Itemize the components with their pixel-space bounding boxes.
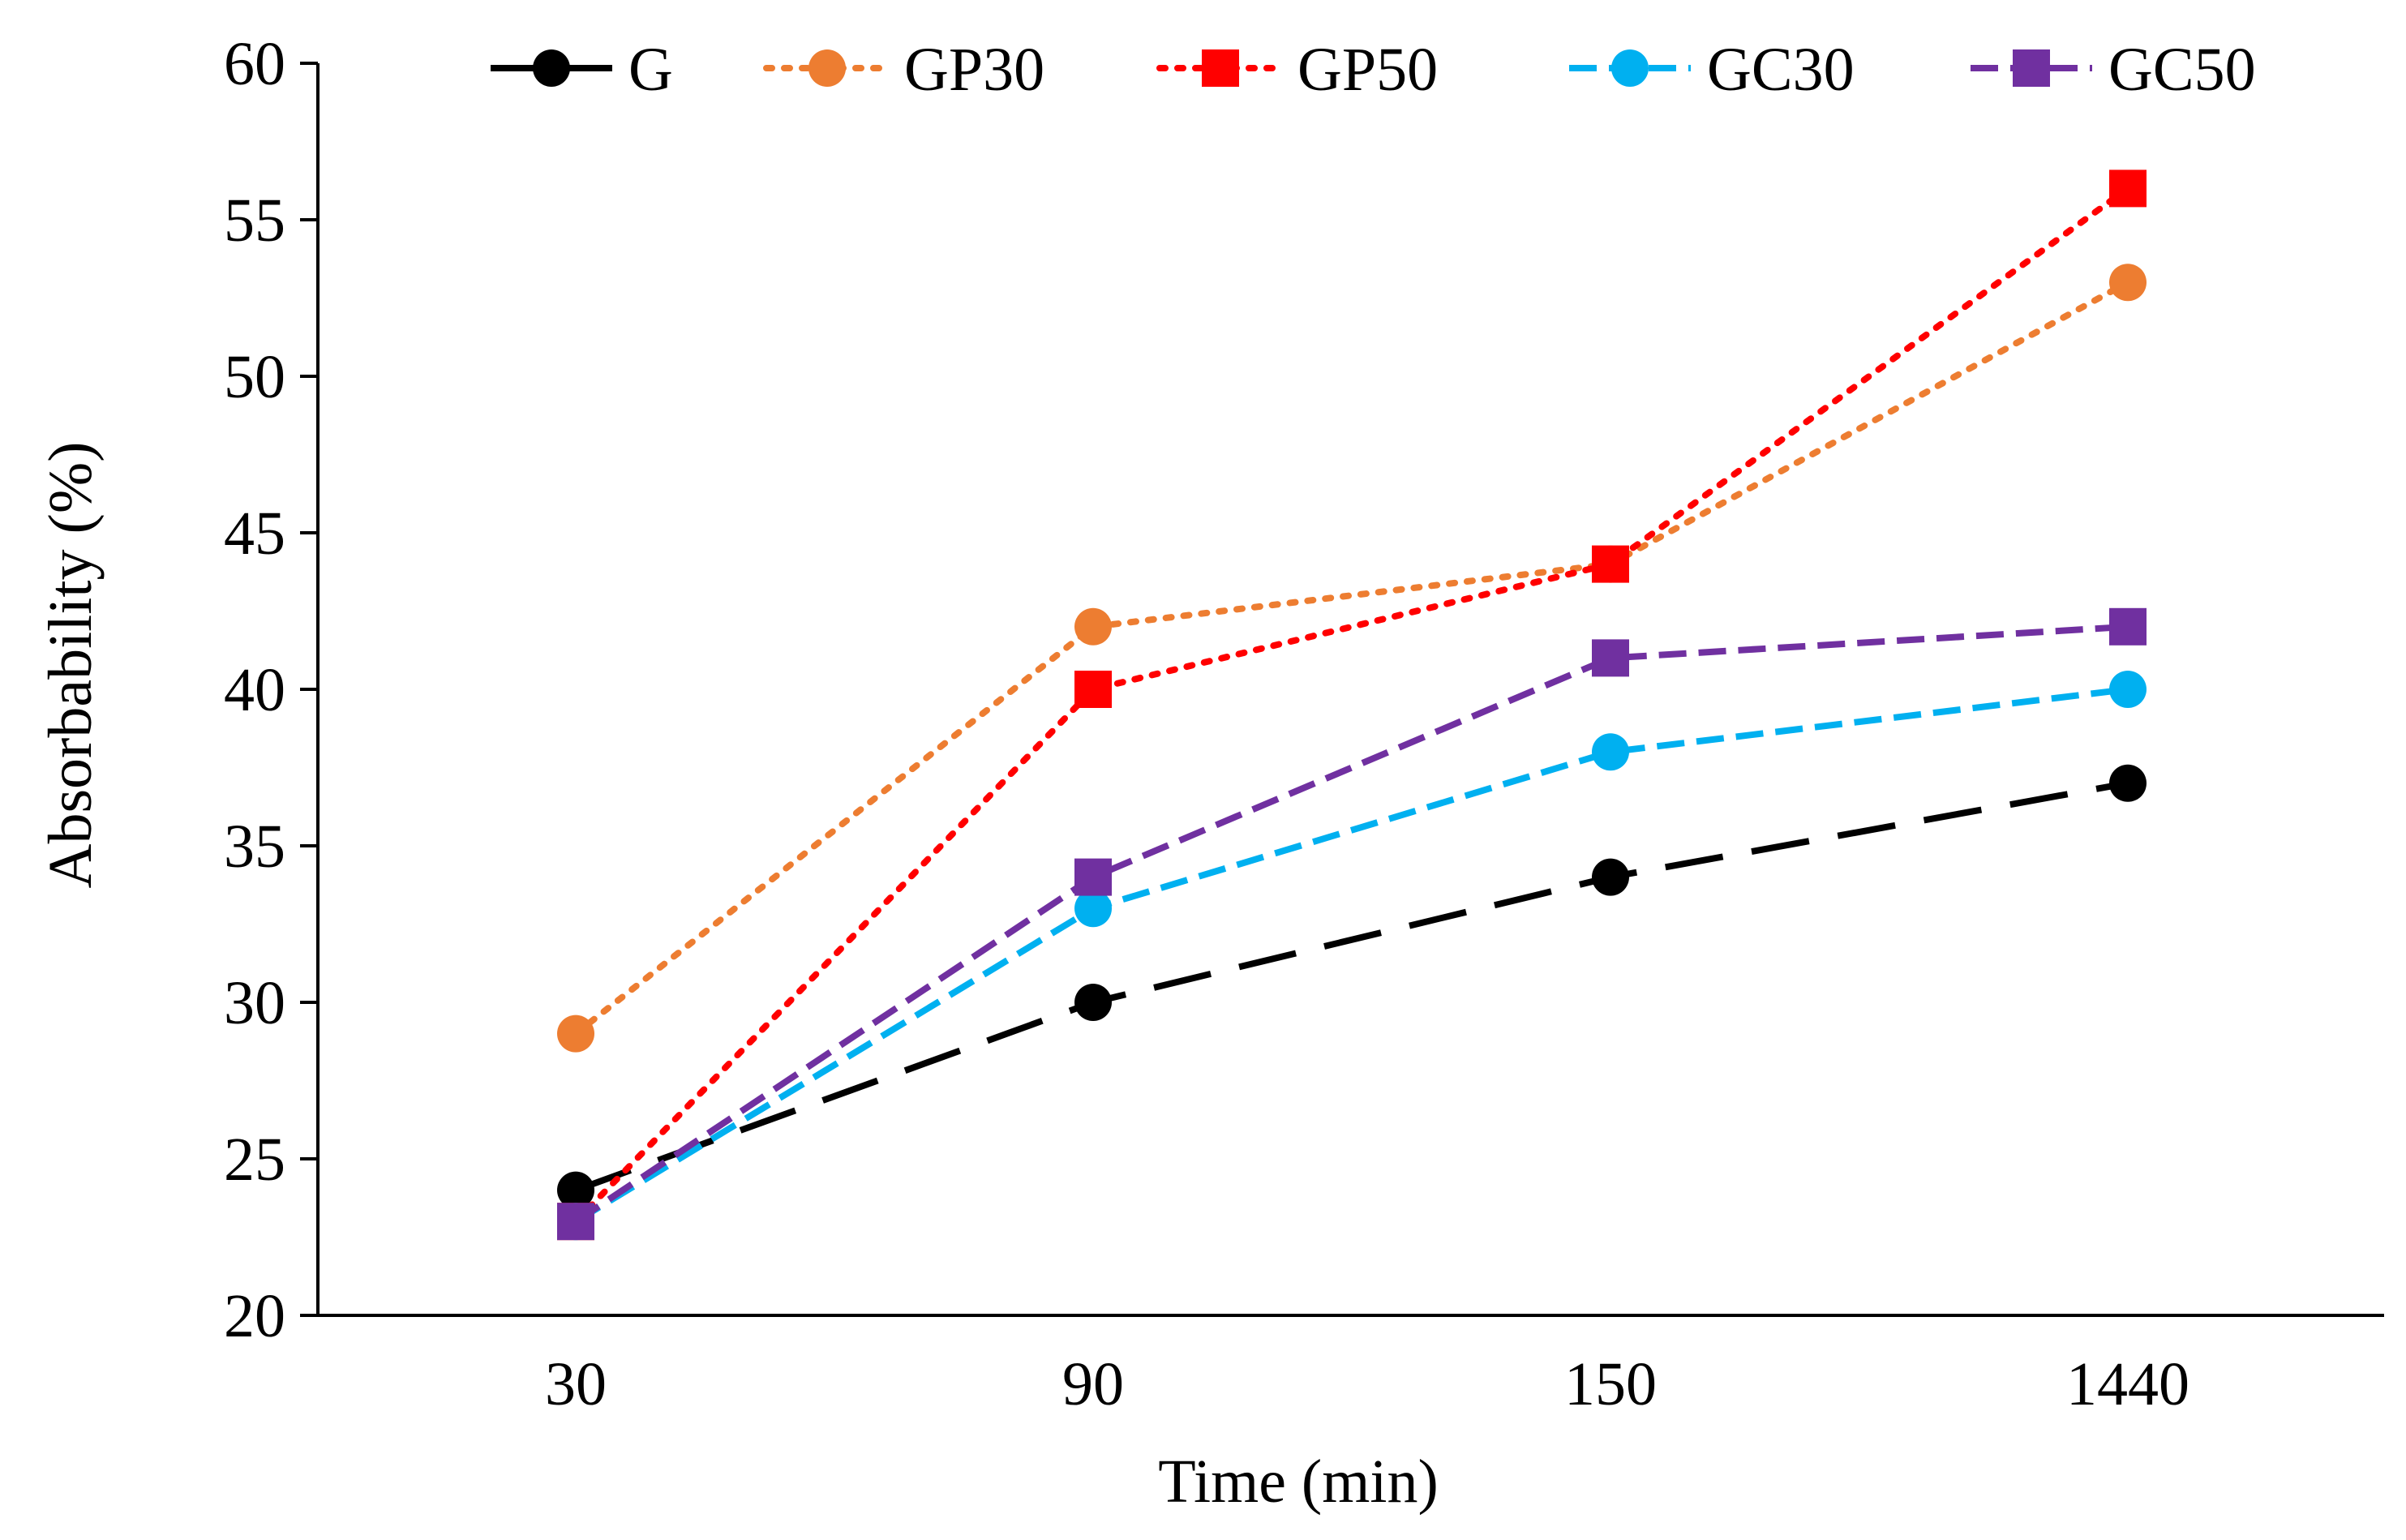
series-g xyxy=(557,764,2147,1209)
data-point-g xyxy=(1074,984,1112,1021)
data-point-gp30 xyxy=(2109,264,2147,302)
data-point-gp30 xyxy=(1074,607,1112,646)
data-point-gc50 xyxy=(2109,607,2147,646)
legend-label-g: G xyxy=(628,36,673,104)
x-tick-label: 90 xyxy=(1062,1350,1124,1418)
series-gc30 xyxy=(557,671,2147,1241)
series-gc50 xyxy=(557,607,2147,1241)
data-point-g xyxy=(1592,858,1629,896)
x-tick-label: 30 xyxy=(545,1350,607,1418)
y-tick-label: 55 xyxy=(224,187,285,255)
data-point-gp50 xyxy=(1074,671,1112,708)
legend-item-gc30: GC30 xyxy=(1569,36,1855,104)
series-gp50 xyxy=(557,169,2147,1241)
data-point-gc30 xyxy=(2109,671,2147,708)
legend-marker-g xyxy=(533,49,570,87)
data-point-gc50 xyxy=(1592,639,1629,677)
series-gp30 xyxy=(557,264,2147,1053)
legend-item-g: G xyxy=(491,36,673,104)
y-tick-label: 35 xyxy=(224,813,285,881)
legend-marker-gp50 xyxy=(1202,49,1239,87)
legend-label-gp50: GP50 xyxy=(1297,36,1438,104)
series-line-gc50 xyxy=(573,623,2129,1225)
series-line-g xyxy=(574,779,2129,1194)
y-tick-label: 30 xyxy=(224,969,285,1037)
data-point-gp50 xyxy=(2109,169,2147,208)
data-point-gc50 xyxy=(557,1203,594,1241)
data-point-gp30 xyxy=(557,1015,594,1053)
data-point-g xyxy=(557,1171,594,1209)
legend-marker-gp30 xyxy=(808,49,846,87)
x-axis-title: Time (min) xyxy=(1158,1448,1439,1516)
y-tick-label: 45 xyxy=(224,500,285,568)
legend-item-gp50: GP50 xyxy=(1156,36,1438,104)
y-tick-label: 40 xyxy=(224,656,285,724)
y-tick-label: 20 xyxy=(224,1282,285,1350)
x-tick-label: 150 xyxy=(1564,1350,1657,1418)
legend-label-gp30: GP30 xyxy=(904,36,1044,104)
data-point-gp50 xyxy=(1592,545,1629,583)
legend-marker-gc50 xyxy=(2013,49,2050,87)
data-point-gc30 xyxy=(1592,733,1629,771)
y-tick-label: 50 xyxy=(224,343,285,411)
x-tick-label: 1440 xyxy=(2066,1350,2189,1418)
data-point-gc50 xyxy=(1074,858,1112,896)
y-axis-title: Absorbability (%) xyxy=(36,442,105,889)
data-point-g xyxy=(2109,764,2147,802)
series-layer xyxy=(557,169,2147,1241)
legend: G GP30 GP50 GC30 GC50 xyxy=(491,36,2256,104)
legend-label-gc30: GC30 xyxy=(1707,36,1855,104)
legend-item-gc50: GC50 xyxy=(1971,36,2256,104)
y-tick-label: 25 xyxy=(224,1126,285,1194)
axes: 20 25 30 35 40 45 50 55 60 30 90 150 1440 xyxy=(224,30,2384,1418)
series-line-gp50 xyxy=(573,185,2131,1225)
y-tick-label: 60 xyxy=(224,30,285,98)
legend-marker-gc30 xyxy=(1611,49,1649,87)
series-line-gp30 xyxy=(573,279,2131,1037)
series-line-gc30 xyxy=(573,686,2129,1225)
legend-label-gc50: GC50 xyxy=(2108,36,2256,104)
legend-item-gp30: GP30 xyxy=(763,36,1044,104)
data-point-gc30 xyxy=(1074,890,1112,928)
